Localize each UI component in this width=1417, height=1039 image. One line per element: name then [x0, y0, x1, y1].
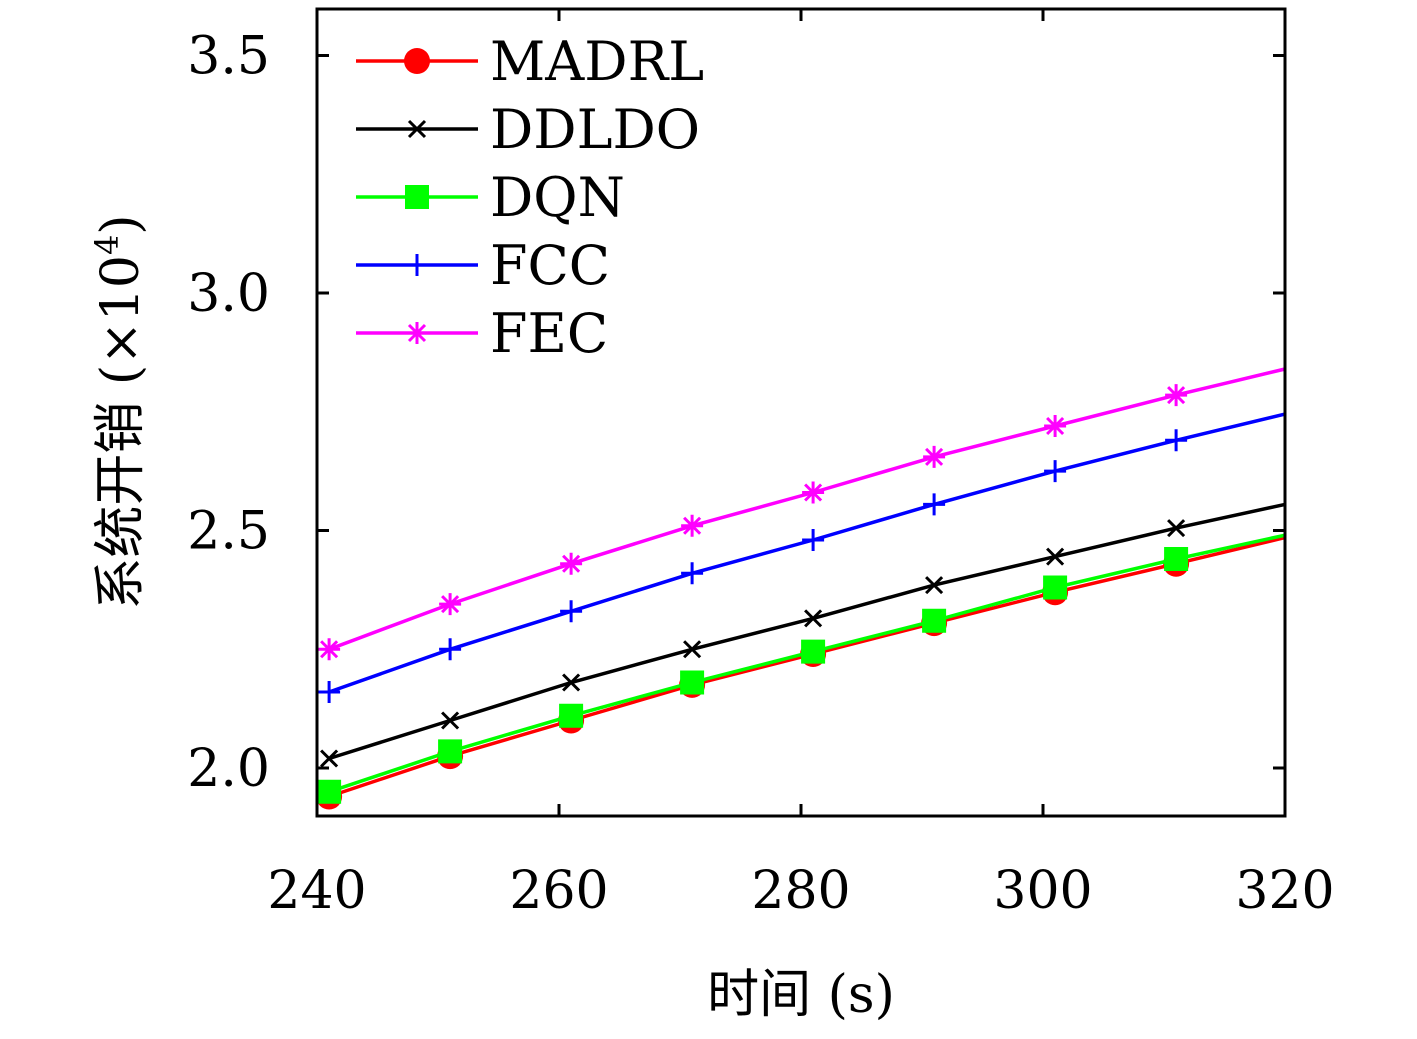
y-tick-label: 2.5 — [187, 502, 270, 562]
data-point-fcc — [1044, 460, 1067, 483]
data-point-dqn — [1164, 547, 1189, 571]
data-point-fcc — [560, 600, 583, 623]
data-point-fcc — [439, 638, 462, 661]
ticks-layer: 240 260 280 300 320 2.0 2.5 3.0 3.5 — [187, 9, 1335, 921]
data-point-fec — [1044, 415, 1067, 437]
legend-label-fec: FEC — [490, 302, 608, 365]
data-point-ddldo — [1046, 547, 1065, 566]
data-point-fcc — [318, 681, 341, 703]
legend-label-madrl: MADRL — [490, 30, 704, 93]
legend-label-fcc: FCC — [490, 234, 610, 297]
data-point-fec — [560, 552, 583, 575]
legend-item-fec: FEC — [356, 302, 608, 365]
data-point-ddldo — [562, 673, 581, 692]
data-point-fec — [923, 445, 946, 468]
legend-label-dqn: DQN — [490, 166, 625, 229]
data-point-dqn — [801, 639, 826, 664]
y-axis-title-main: 系统开销 (×10 — [91, 255, 151, 610]
data-point-ddldo — [320, 749, 339, 768]
data-point-fec — [439, 593, 462, 616]
legend-marker-fcc — [406, 254, 428, 276]
y-tick-label: 2.0 — [187, 739, 270, 799]
data-point-ddldo — [683, 640, 702, 659]
data-point-dqn — [680, 670, 705, 695]
data-point-dqn — [438, 739, 463, 764]
legend-item-fcc: FCC — [356, 234, 610, 297]
series-line-fec — [328, 367, 1286, 651]
legend-marker-ddldo — [407, 119, 427, 139]
x-tick-label: 280 — [751, 861, 850, 921]
data-point-dqn — [317, 779, 342, 804]
legend-marker-fec — [406, 322, 428, 344]
legend-item-ddldo: DDLDO — [356, 98, 700, 161]
data-point-fec — [681, 514, 704, 537]
x-tick-label: 240 — [267, 861, 366, 921]
data-point-ddldo — [804, 609, 823, 628]
data-point-fcc — [923, 493, 946, 516]
series-layer — [316, 367, 1286, 810]
y-tick-label: 3.0 — [187, 264, 270, 324]
data-point-fec — [318, 638, 341, 661]
legend-item-madrl: MADRL — [356, 30, 704, 93]
y-axis-title-exponent: 4 — [88, 235, 126, 255]
data-point-ddldo — [1167, 519, 1186, 538]
legend-label-ddldo: DDLDO — [490, 98, 700, 161]
data-point-dqn — [922, 608, 947, 633]
data-point-fcc — [681, 562, 704, 585]
y-tick-label: 3.5 — [187, 27, 270, 87]
data-point-ddldo — [925, 576, 944, 595]
data-point-ddldo — [441, 711, 460, 730]
series-line-madrl — [328, 535, 1286, 799]
data-point-fec — [802, 481, 825, 504]
legend-marker-dqn — [405, 185, 429, 209]
y-axis-title-close: ) — [91, 214, 151, 234]
x-tick-label: 260 — [509, 861, 608, 921]
x-tick-label: 320 — [1235, 861, 1334, 921]
legend-item-dqn: DQN — [356, 166, 625, 229]
data-point-fcc — [1165, 429, 1188, 452]
y-axis-title: 系统开销 (×104) — [88, 214, 151, 609]
legend-marker-madrl — [404, 48, 430, 74]
data-point-dqn — [1043, 575, 1068, 600]
x-axis-title: 时间 (s) — [707, 965, 895, 1025]
data-point-dqn — [559, 703, 584, 728]
data-point-fcc — [802, 529, 825, 551]
x-tick-label: 300 — [993, 861, 1092, 921]
data-point-fec — [1165, 384, 1188, 407]
